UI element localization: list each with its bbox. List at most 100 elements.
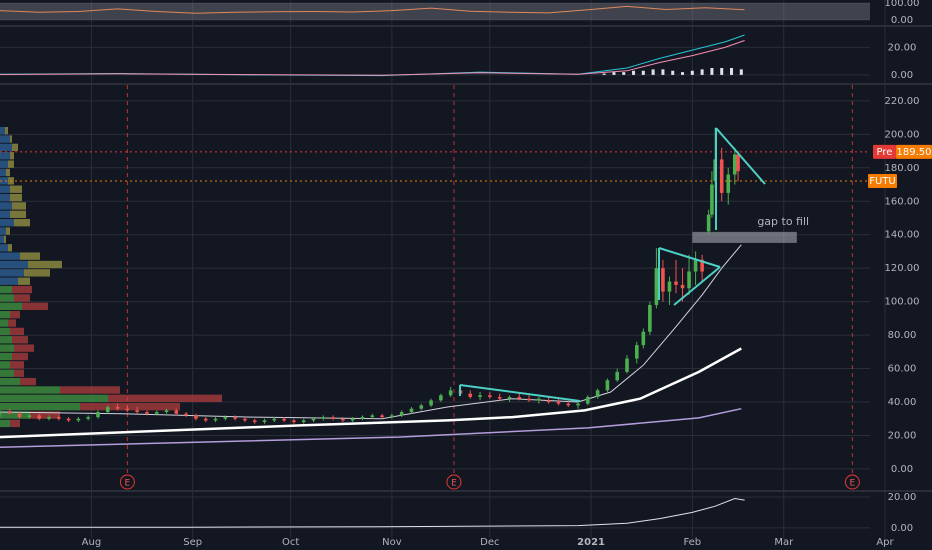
profile-down bbox=[8, 160, 14, 168]
y-tick-label: 0.00 bbox=[891, 523, 913, 534]
earnings-marker bbox=[119, 474, 135, 490]
profile-up bbox=[0, 386, 60, 394]
candle-body bbox=[37, 415, 41, 419]
profile-down bbox=[10, 419, 20, 428]
candle-body bbox=[66, 418, 71, 421]
candle-body bbox=[667, 281, 672, 292]
candle-body bbox=[556, 402, 561, 404]
y-tick-label: 20.00 bbox=[888, 42, 917, 53]
candle-body bbox=[468, 393, 473, 397]
trend-line bbox=[658, 247, 721, 268]
profile-up bbox=[0, 419, 10, 428]
indicator-bar bbox=[671, 70, 675, 75]
profile-down bbox=[8, 319, 16, 327]
profile-down bbox=[24, 269, 50, 277]
profile-down bbox=[12, 202, 26, 210]
profile-down bbox=[18, 277, 30, 285]
candle-body bbox=[360, 417, 365, 419]
profile-up bbox=[0, 277, 18, 285]
annotation-text: gap to fill bbox=[757, 215, 809, 228]
profile-down bbox=[10, 152, 14, 160]
candle-body bbox=[661, 268, 665, 292]
profile-up bbox=[0, 160, 8, 168]
candle-body bbox=[56, 417, 61, 419]
earnings-label: E bbox=[125, 479, 131, 489]
profile-down bbox=[10, 311, 20, 319]
moving-average bbox=[0, 244, 742, 420]
indicator-bar bbox=[661, 69, 665, 75]
profile-up bbox=[0, 135, 10, 143]
y-tick-label: 0.00 bbox=[891, 464, 913, 475]
candle-body bbox=[135, 410, 139, 413]
profile-up bbox=[0, 235, 4, 244]
candle-body bbox=[719, 159, 724, 193]
candle-body bbox=[605, 380, 610, 391]
y-tick-label: 0.00 bbox=[891, 15, 913, 26]
profile-up bbox=[0, 319, 8, 327]
profile-up bbox=[0, 403, 80, 411]
candle-body bbox=[497, 396, 502, 399]
indicator-bar bbox=[681, 72, 685, 75]
price-label: Pre bbox=[877, 147, 893, 158]
candle-body bbox=[527, 398, 531, 401]
candle-body bbox=[517, 396, 522, 399]
candle-body bbox=[693, 259, 698, 272]
profile-down bbox=[14, 294, 30, 302]
y-tick-label: 20.00 bbox=[888, 430, 917, 441]
indicator-line bbox=[0, 5, 745, 14]
candle-body bbox=[223, 417, 228, 419]
y-tick-label: 20.00 bbox=[888, 492, 917, 503]
profile-down bbox=[20, 377, 36, 386]
profile-down bbox=[6, 227, 10, 235]
price-value-box bbox=[896, 144, 932, 159]
profile-up bbox=[0, 361, 10, 369]
indicator-bar bbox=[710, 68, 714, 75]
candle-body bbox=[380, 415, 384, 418]
x-tick-label: Oct bbox=[282, 537, 299, 548]
profile-up bbox=[0, 260, 28, 269]
profile-down bbox=[5, 126, 8, 135]
candle-body bbox=[537, 398, 541, 401]
profile-up bbox=[0, 177, 8, 185]
candle-body bbox=[164, 410, 169, 413]
indicator-bar bbox=[739, 69, 743, 75]
candle-body bbox=[0, 412, 2, 414]
x-tick-label: Sep bbox=[183, 537, 202, 548]
x-tick-label: Apr bbox=[876, 537, 894, 548]
candle-body bbox=[429, 400, 433, 406]
profile-down bbox=[10, 193, 22, 202]
candle-body bbox=[282, 418, 286, 421]
y-tick-label: 220.00 bbox=[885, 96, 920, 107]
candle-body bbox=[370, 415, 375, 418]
candle-body bbox=[448, 390, 453, 396]
profile-up bbox=[0, 369, 14, 377]
profile-up bbox=[0, 377, 20, 386]
profile-down bbox=[14, 369, 24, 377]
candle-body bbox=[736, 154, 740, 172]
profile-down bbox=[14, 344, 34, 352]
y-tick-label: 0.00 bbox=[891, 70, 913, 81]
candle-body bbox=[409, 408, 414, 413]
profile-down bbox=[14, 218, 30, 227]
candle-body bbox=[674, 281, 678, 285]
y-tick-label: 140.00 bbox=[885, 230, 920, 241]
candle-body bbox=[17, 413, 22, 418]
profile-down bbox=[12, 336, 28, 344]
trend-line bbox=[715, 127, 766, 185]
candle-body bbox=[272, 418, 277, 421]
candle-body bbox=[311, 418, 316, 421]
candle-body bbox=[710, 184, 714, 215]
gap-zone bbox=[692, 231, 797, 243]
profile-up bbox=[0, 218, 14, 227]
candle-body bbox=[321, 417, 326, 419]
candle-body bbox=[576, 403, 580, 406]
profile-up bbox=[0, 210, 10, 218]
x-tick-label: Feb bbox=[683, 537, 701, 548]
profile-down bbox=[4, 235, 6, 244]
profile-up bbox=[0, 202, 12, 210]
candle-body bbox=[115, 407, 120, 409]
candle-body bbox=[648, 304, 652, 332]
